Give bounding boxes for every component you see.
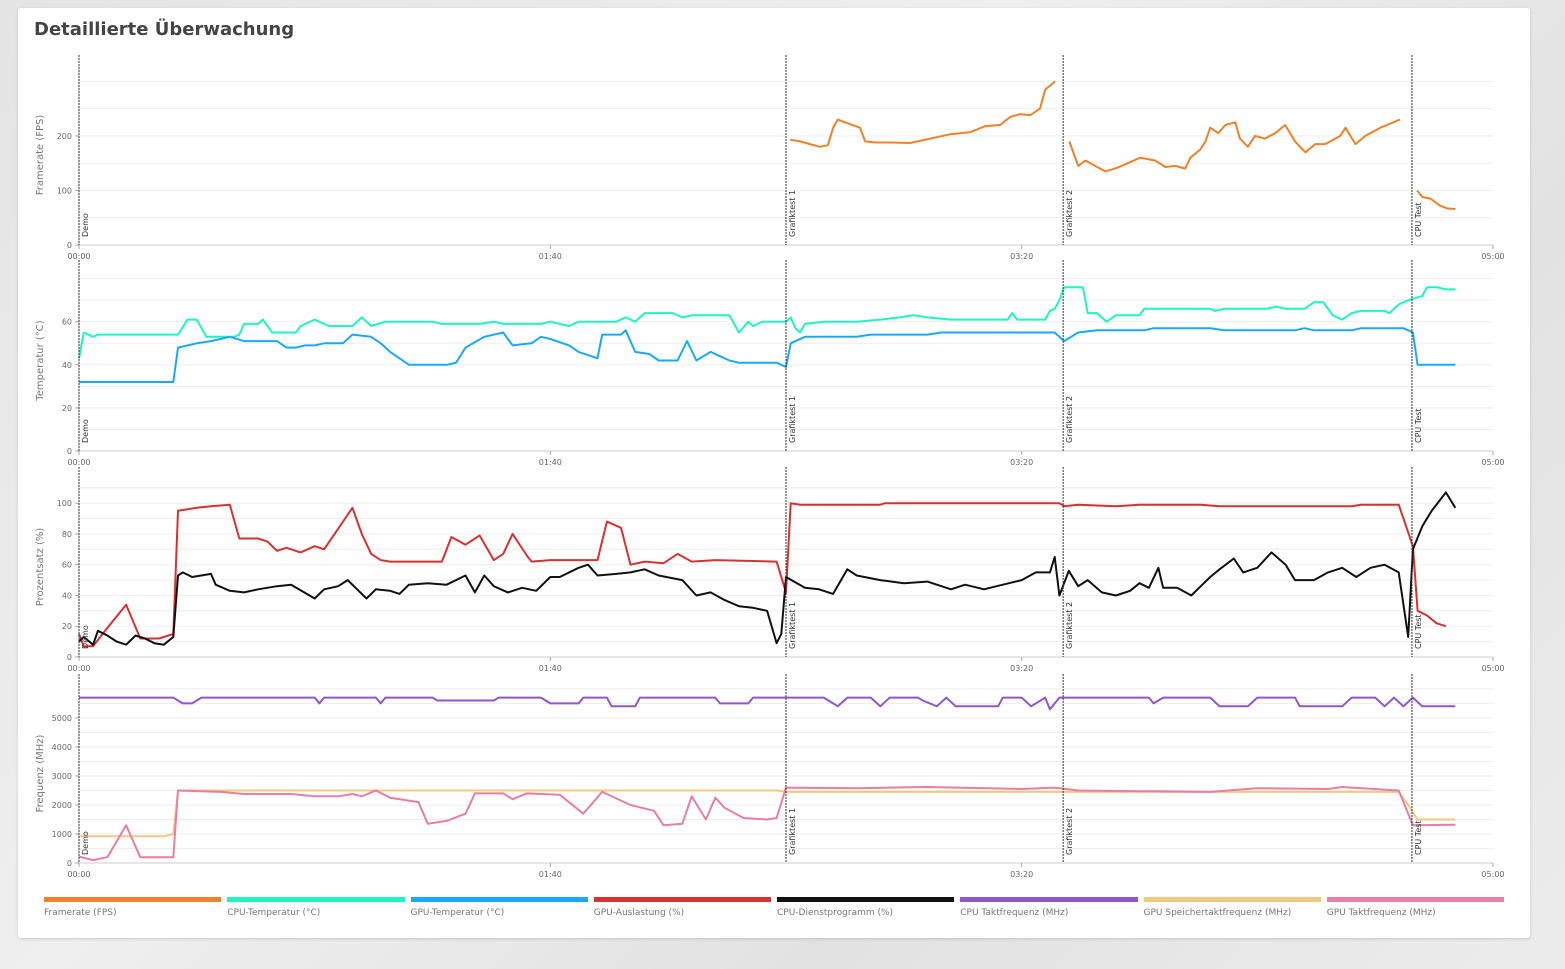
y-tick-label: 0: [67, 653, 72, 662]
marker-label: Demo: [81, 831, 90, 855]
y-tick-label: 100: [57, 186, 72, 195]
x-tick-label: 00:00: [67, 870, 90, 879]
y-tick-label: 80: [62, 530, 72, 539]
y-tick-label: 20: [62, 404, 72, 413]
marker-label: CPU Test: [1414, 408, 1423, 443]
y-axis-label: Prozentsatz (%): [35, 528, 46, 607]
page-title: Detaillierte Überwachung: [34, 19, 295, 40]
legend-swatch: [593, 897, 771, 902]
x-tick-label: 05:00: [1481, 458, 1504, 467]
series-line-gpu_mem_clock: [79, 789, 1456, 838]
legend-label: Framerate (FPS): [44, 908, 117, 918]
x-tick-label: 03:20: [1010, 252, 1033, 261]
y-axis-label: Frequenz (MHz): [35, 734, 46, 812]
legend-item-cpu_temp[interactable]: CPU-Temperatur (°C): [227, 897, 405, 918]
panel-0: 0 100 200 00:00 01:40 03:20 05:00 Framerate (FP…: [35, 55, 1505, 261]
panel-3: 0 1000 2000 3000 4000 5000 00:00 01:40 03:20 05:0…: [35, 674, 1505, 879]
y-tick-label: 1000: [52, 830, 72, 839]
legend-label: GPU-Temperatur (°C): [410, 908, 505, 918]
y-axis-label: Framerate (FPS): [35, 115, 46, 196]
series-line-cpu_temp: [78, 286, 1456, 359]
x-tick-label: 05:00: [1481, 664, 1504, 673]
x-tick-label: 01:40: [539, 664, 562, 673]
x-tick-label: 01:40: [539, 458, 562, 467]
panel-1: 0 20 40 60 00:00 01:40 03:20 05:00 Temperatur (°…: [35, 260, 1505, 467]
legend-label: GPU Taktfrequenz (MHz): [1326, 908, 1436, 918]
y-axis-label: Temperatur (°C): [35, 320, 46, 401]
marker-label: Grafiktest 2: [1065, 190, 1074, 237]
x-tick-label: 05:00: [1481, 870, 1504, 879]
legend-label: CPU Taktfrequenz (MHz): [960, 908, 1069, 918]
legend-item-cpu_util[interactable]: CPU-Dienstprogramm (%): [777, 897, 955, 918]
marker-label: Demo: [81, 625, 90, 649]
legend-label: CPU-Temperatur (°C): [227, 908, 321, 918]
legend-swatch: [777, 897, 955, 902]
panel-2: 0 20 40 60 80 100 00:00 01:40 03:20 05:00 Prozents…: [35, 467, 1505, 673]
y-tick-label: 2000: [52, 801, 72, 810]
legend-item-gpu_mem_clock[interactable]: GPU Speichertaktfrequenz (MHz): [1143, 897, 1321, 918]
marker-label: Grafiktest 1: [788, 602, 797, 649]
legend-item-fps[interactable]: Framerate (FPS): [44, 897, 222, 918]
marker-label: CPU Test: [1414, 202, 1423, 237]
legend-item-gpu_clock[interactable]: GPU Taktfrequenz (MHz): [1326, 897, 1504, 918]
series-line-cpu_clock: [79, 696, 1456, 711]
y-tick-label: 3000: [52, 772, 72, 781]
y-tick-label: 20: [62, 622, 72, 631]
marker-label: Grafiktest 2: [1065, 808, 1074, 855]
legend-label: CPU-Dienstprogramm (%): [777, 908, 894, 918]
y-tick-label: 40: [62, 361, 72, 370]
y-tick-label: 0: [67, 241, 72, 250]
series-line-gpu_load: [78, 502, 1447, 648]
legend-swatch: [44, 897, 222, 902]
legend-label: GPU Speichertaktfrequenz (MHz): [1143, 908, 1292, 918]
x-tick-label: 00:00: [67, 458, 90, 467]
x-tick-label: 01:40: [539, 252, 562, 261]
series-line-fps: [1068, 118, 1401, 173]
y-tick-label: 60: [62, 561, 72, 570]
legend-swatch: [1326, 897, 1504, 902]
y-tick-label: 60: [62, 318, 72, 327]
series-line-cpu_util: [78, 491, 1457, 646]
y-tick-label: 5000: [52, 714, 72, 723]
legend-swatch: [227, 897, 405, 902]
legend: Framerate (FPS) CPU-Temperatur (°C) GPU-Te…: [44, 897, 1504, 918]
x-tick-label: 05:00: [1481, 252, 1504, 261]
legend-item-gpu_temp[interactable]: GPU-Temperatur (°C): [410, 897, 588, 918]
x-tick-label: 03:20: [1010, 458, 1033, 467]
x-tick-label: 00:00: [67, 664, 90, 673]
y-tick-label: 100: [57, 499, 72, 508]
marker-label: CPU Test: [1414, 614, 1423, 649]
marker-label: Demo: [81, 213, 90, 237]
x-tick-label: 01:40: [539, 870, 562, 879]
y-tick-label: 4000: [52, 743, 72, 752]
series-line-gpu_temp: [79, 327, 1456, 383]
monitoring-card: Detaillierte Überwachung 0 100 200 00:00 01:…: [18, 8, 1530, 938]
marker-label: Demo: [81, 419, 90, 443]
y-tick-label: 200: [57, 132, 72, 141]
series-line-fps: [790, 80, 1056, 148]
legend-item-cpu_clock[interactable]: CPU Taktfrequenz (MHz): [960, 897, 1138, 918]
y-tick-label: 0: [67, 447, 72, 456]
marker-label: Grafiktest 1: [788, 808, 797, 855]
y-tick-label: 40: [62, 591, 72, 600]
marker-label: Grafiktest 2: [1065, 396, 1074, 443]
legend-swatch: [960, 897, 1138, 902]
marker-label: CPU Test: [1414, 820, 1423, 855]
legend-swatch: [410, 897, 588, 902]
x-tick-label: 00:00: [67, 252, 90, 261]
series-line-fps: [1416, 189, 1456, 210]
series-line-gpu_clock: [78, 786, 1456, 862]
x-tick-label: 03:20: [1010, 870, 1033, 879]
y-tick-label: 0: [67, 859, 72, 868]
legend-item-gpu_load[interactable]: GPU-Auslastung (%): [593, 897, 771, 918]
x-tick-label: 03:20: [1010, 664, 1033, 673]
legend-swatch: [1143, 897, 1321, 902]
marker-label: Grafiktest 2: [1065, 602, 1074, 649]
marker-label: Grafiktest 1: [788, 396, 797, 443]
legend-label: GPU-Auslastung (%): [593, 908, 685, 918]
marker-label: Grafiktest 1: [788, 190, 797, 237]
